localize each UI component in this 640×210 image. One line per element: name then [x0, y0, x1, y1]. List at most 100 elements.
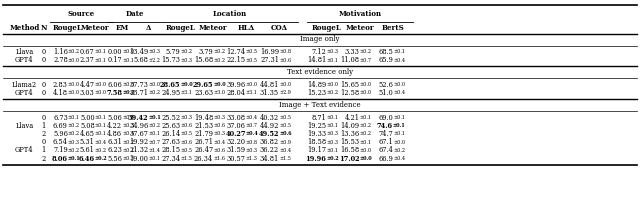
Text: ±0.1: ±0.1: [95, 49, 107, 54]
Text: ±0.2: ±0.2: [68, 49, 80, 54]
Text: 4.65: 4.65: [80, 130, 95, 138]
Text: ±0.2: ±0.2: [95, 156, 108, 161]
Text: 4.21: 4.21: [345, 114, 360, 122]
Text: ±0.1: ±0.1: [360, 140, 372, 145]
Text: ±2.9: ±2.9: [279, 90, 291, 95]
Text: ±0.3: ±0.3: [246, 148, 258, 153]
Text: ±0.0: ±0.0: [393, 140, 405, 145]
Text: 74.6: 74.6: [377, 122, 393, 130]
Text: Llava: Llava: [15, 122, 33, 130]
Text: 74.7: 74.7: [378, 130, 393, 138]
Text: 0: 0: [42, 56, 45, 64]
Text: 33.08: 33.08: [227, 114, 246, 122]
Text: 51.0: 51.0: [378, 89, 393, 97]
Text: 6.54: 6.54: [53, 138, 68, 146]
Text: 6.06: 6.06: [108, 81, 122, 89]
Text: 16.58: 16.58: [340, 146, 360, 154]
Text: 5.31: 5.31: [80, 138, 95, 146]
Text: 5.06: 5.06: [108, 114, 122, 122]
Text: 25.63: 25.63: [161, 122, 180, 130]
Text: 19.33: 19.33: [307, 130, 326, 138]
Text: 49.52: 49.52: [259, 130, 279, 138]
Text: 4.22: 4.22: [108, 122, 122, 130]
Text: ±0.1: ±0.1: [148, 156, 161, 161]
Text: 31.59: 31.59: [227, 146, 246, 154]
Text: Date: Date: [126, 10, 145, 18]
Text: Llava: Llava: [15, 48, 33, 56]
Text: ±0.3: ±0.3: [213, 115, 225, 120]
Text: ±0.4: ±0.4: [122, 115, 134, 120]
Text: ±0.0: ±0.0: [148, 82, 161, 87]
Text: ±0.3: ±0.3: [326, 49, 339, 54]
Text: 15.68: 15.68: [194, 56, 213, 64]
Text: 4.18: 4.18: [53, 89, 68, 97]
Text: 18.58: 18.58: [307, 138, 326, 146]
Text: ±0.0: ±0.0: [360, 156, 372, 161]
Text: GPT4: GPT4: [15, 56, 34, 64]
Text: ±0.2: ±0.2: [68, 131, 80, 136]
Text: 19.17: 19.17: [307, 146, 326, 154]
Text: ±0.7: ±0.7: [360, 58, 372, 63]
Text: 5.08: 5.08: [80, 122, 95, 130]
Text: 7.19: 7.19: [53, 146, 68, 154]
Text: ±3.0: ±3.0: [213, 90, 225, 95]
Text: 30.57: 30.57: [227, 155, 246, 163]
Text: 5.79: 5.79: [166, 48, 180, 56]
Text: 34.81: 34.81: [260, 155, 279, 163]
Text: 8.71: 8.71: [312, 114, 326, 122]
Text: ±0.0: ±0.0: [95, 82, 107, 87]
Text: 8.06: 8.06: [52, 155, 68, 163]
Text: 19.25: 19.25: [307, 122, 326, 130]
Text: ±1.3: ±1.3: [246, 156, 258, 161]
Text: 28.04: 28.04: [227, 89, 246, 97]
Text: 28.65: 28.65: [160, 81, 180, 89]
Text: 21.53: 21.53: [194, 122, 213, 130]
Text: 27.63: 27.63: [161, 138, 180, 146]
Text: 26.34: 26.34: [194, 155, 213, 163]
Text: 37.73: 37.73: [130, 81, 148, 89]
Text: 27.31: 27.31: [260, 56, 279, 64]
Text: 14.09: 14.09: [340, 122, 360, 130]
Text: 5.61: 5.61: [80, 146, 95, 154]
Text: COΔ: COΔ: [271, 24, 287, 32]
Text: ±0.2: ±0.2: [360, 123, 372, 128]
Text: 21.32: 21.32: [129, 146, 148, 154]
Text: ±0.2: ±0.2: [148, 90, 161, 95]
Text: 13.36: 13.36: [340, 130, 360, 138]
Text: 0: 0: [42, 114, 45, 122]
Text: ±0.6: ±0.6: [213, 123, 225, 128]
Text: 69.0: 69.0: [378, 114, 393, 122]
Text: ±0.1: ±0.1: [148, 115, 161, 120]
Text: ±0.6: ±0.6: [279, 131, 292, 136]
Text: ±0.3: ±0.3: [213, 131, 225, 136]
Text: ±1.5: ±1.5: [180, 156, 193, 161]
Text: 36.82: 36.82: [260, 138, 279, 146]
Text: 16.99: 16.99: [260, 48, 279, 56]
Text: 44.92: 44.92: [260, 122, 279, 130]
Text: ±0.5: ±0.5: [180, 148, 193, 153]
Text: ±0.4: ±0.4: [213, 140, 225, 145]
Text: 0: 0: [42, 138, 45, 146]
Text: 0: 0: [42, 89, 45, 97]
Text: 12.58: 12.58: [340, 89, 360, 97]
Text: Llama2: Llama2: [12, 81, 37, 89]
Text: 17.02: 17.02: [339, 155, 360, 163]
Text: ±3.1: ±3.1: [180, 90, 193, 95]
Text: ±0.1: ±0.1: [326, 123, 339, 128]
Text: HLΔ: HLΔ: [237, 24, 254, 32]
Text: ±0.6: ±0.6: [213, 148, 225, 153]
Text: 36.22: 36.22: [260, 146, 279, 154]
Text: 39.42: 39.42: [128, 114, 148, 122]
Text: ±0.4: ±0.4: [393, 58, 405, 63]
Text: 15.65: 15.65: [340, 81, 360, 89]
Text: N: N: [40, 24, 47, 32]
Text: ±0.2: ±0.2: [213, 49, 225, 54]
Text: 23.71: 23.71: [129, 89, 148, 97]
Text: Meteor: Meteor: [199, 24, 227, 32]
Text: 13.49: 13.49: [129, 48, 148, 56]
Text: ±0.1: ±0.1: [95, 115, 107, 120]
Text: GPT4: GPT4: [15, 146, 34, 154]
Text: ±0.5: ±0.5: [279, 123, 291, 128]
Text: 0: 0: [42, 48, 45, 56]
Text: ±0.0: ±0.0: [213, 82, 226, 87]
